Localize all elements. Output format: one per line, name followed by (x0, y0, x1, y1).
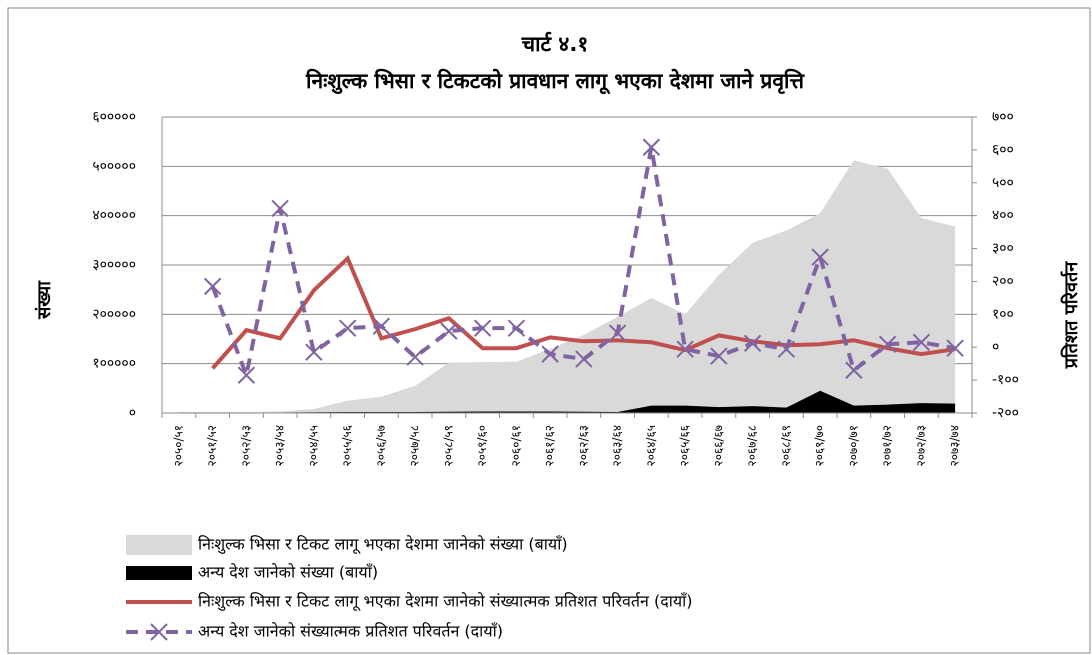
chart-subtitle: निःशुल्क भिसा र टिकटको प्रावधान लागू भएक… (305, 68, 805, 95)
y2-tick-label: ७०० (992, 109, 1014, 125)
legend-label: अन्य देश जानेको संख्यात्मक प्रतिशत परिवर… (198, 622, 503, 641)
x-marker (271, 199, 289, 218)
x-marker (912, 333, 931, 351)
legend-label: निःशुल्क भिसा र टिकट लागू भएका देशमा जान… (198, 535, 568, 555)
x-tick-label: २०५३/५४ (273, 425, 287, 466)
x-marker (507, 319, 526, 337)
x-tick-label: २०७२/७३ (914, 425, 928, 466)
x-tick-label: २०६९/७० (813, 425, 827, 466)
y2-tick-label: -२०० (992, 405, 1019, 421)
x-tick-label: २०५०/५१ (171, 425, 185, 466)
x-tick-label: २०६२/६३ (576, 425, 590, 466)
x-tick-label: २०७१/७२ (880, 425, 894, 466)
y-tick-label: ६००००० (92, 109, 136, 125)
x-marker (406, 348, 424, 366)
x-marker (372, 317, 391, 335)
x-tick-label: २०५४/५५ (306, 425, 320, 466)
x-marker (642, 138, 661, 156)
x-marker (676, 340, 694, 358)
y-tick-label: ५००००० (92, 158, 136, 174)
y2-tick-label: १०० (992, 306, 1014, 322)
x-marker (541, 345, 559, 363)
x-marker (338, 319, 357, 337)
y2-tick-label: ३०० (992, 241, 1014, 257)
x-tick-label: २०६४/६५ (644, 425, 658, 466)
x-marker (777, 340, 796, 358)
x-tick-label: २०५७/५८ (408, 425, 422, 466)
x-marker (473, 319, 492, 337)
x-marker (575, 350, 593, 368)
x-marker (305, 343, 323, 361)
x-tick-label: २०६३/६४ (610, 425, 624, 466)
x-tick-label: २०६५/६६ (678, 425, 692, 466)
x-tick-label: २०६७/६८ (745, 425, 759, 466)
area (178, 390, 956, 413)
y2-tick-label: ४०० (992, 208, 1014, 224)
x-marker (743, 334, 762, 352)
x-marker (710, 347, 728, 365)
area (178, 160, 956, 413)
y-axis-label: संख्या (34, 280, 55, 320)
x-tick-label: २०५९/६० (475, 425, 489, 466)
x-tick-label: २०६०/६१ (509, 425, 523, 466)
x-marker (845, 361, 863, 379)
x-marker (811, 248, 829, 266)
y-tick-label: ० (129, 405, 136, 421)
x-marker (878, 335, 897, 353)
y2-tick-label: ५०० (992, 175, 1014, 191)
legend-label: निःशुल्क भिसा र टिकट लागू भएका देशमा जान… (198, 592, 693, 612)
x-tick-label: २०५८/५९ (441, 425, 455, 466)
x-tick-label: २०५२/५३ (239, 425, 253, 466)
y2-axis-label: प्रतिशत परिवर्तन (1060, 261, 1082, 369)
x-tick-label: २०७३/७४ (948, 425, 962, 466)
legend-swatch (126, 566, 192, 580)
x-marker (237, 366, 256, 384)
x-tick-label: २०५१/५२ (205, 425, 219, 466)
legend-label: अन्य देश जानेको संख्या (बायाँ) (198, 563, 378, 582)
y-tick-label: २००००० (92, 306, 136, 322)
legend-swatch (126, 535, 192, 555)
x-marker (946, 339, 964, 357)
y-tick-label: ४००००० (92, 208, 136, 224)
legend-marker (150, 623, 168, 641)
line (211, 254, 956, 370)
x-tick-label: २०६८/६९ (779, 425, 793, 466)
y2-tick-label: -१०० (992, 372, 1019, 388)
y-tick-label: १००००० (92, 356, 136, 372)
x-tick-label: २०५५/५६ (340, 425, 354, 466)
frame (7, 7, 1091, 654)
chart-title: चार्ट ४.१ (521, 31, 589, 56)
x-tick-label: २०७०/७१ (846, 425, 860, 466)
y2-tick-label: ६०० (992, 142, 1014, 158)
x-marker (203, 277, 222, 296)
y2-tick-label: २०० (992, 273, 1014, 289)
y-tick-label: ३००००० (92, 257, 136, 273)
x-tick-label: २०६६/६७ (711, 425, 725, 466)
x-tick-label: २०६१/६२ (543, 425, 557, 466)
x-marker (608, 324, 627, 342)
x-tick-label: २०५६/५७ (374, 425, 388, 466)
y2-tick-label: ० (992, 339, 999, 355)
x-marker (440, 322, 458, 340)
